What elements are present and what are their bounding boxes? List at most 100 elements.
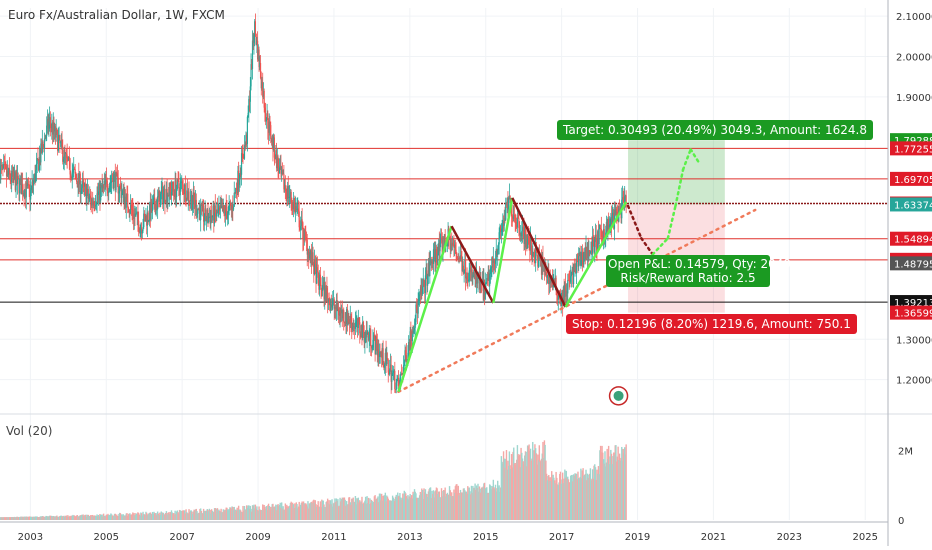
volume-bar: [78, 516, 80, 520]
volume-bar: [245, 505, 248, 520]
volume-bar: [161, 512, 163, 520]
candle-body: [521, 226, 524, 231]
volume-bar: [355, 504, 357, 520]
candle-body: [56, 129, 58, 132]
candle-body: [4, 164, 6, 166]
volume-bar: [318, 506, 321, 520]
candle-body: [318, 277, 320, 290]
volume-bar: [35, 516, 38, 520]
candle-body: [85, 186, 87, 204]
candle-body: [299, 227, 301, 230]
volume-bar: [607, 445, 610, 520]
volume-bar: [38, 516, 41, 520]
volume-bar: [237, 505, 240, 520]
candle-body: [310, 250, 312, 255]
volume-bar: [100, 514, 102, 520]
candle-body: [29, 188, 31, 200]
candle-body: [589, 250, 591, 254]
volume-bar: [464, 491, 467, 520]
candle-body: [102, 184, 104, 189]
price-badge: [890, 256, 932, 271]
candle-body: [160, 192, 162, 195]
volume-bar: [525, 451, 527, 520]
candle-body: [313, 266, 315, 275]
volume-bar: [240, 511, 243, 520]
volume-bar: [599, 445, 602, 520]
candle-body: [392, 372, 394, 374]
volume-bar: [364, 496, 367, 520]
volume-bar: [322, 500, 324, 520]
candle-body: [223, 205, 225, 210]
volume-bar: [280, 507, 282, 520]
candle-body: [15, 172, 17, 191]
volume-bar: [215, 511, 217, 520]
candle-body: [264, 107, 266, 114]
volume-bar: [93, 515, 95, 520]
candle-body: [203, 219, 205, 222]
candle-body: [216, 209, 219, 213]
volume-bar: [400, 499, 403, 520]
volume-bar: [392, 497, 395, 520]
volume-bar: [515, 465, 517, 520]
candle-body: [286, 191, 288, 199]
volume-bar: [75, 516, 77, 520]
volume-bar: [10, 517, 12, 520]
candle-body: [171, 182, 173, 192]
volume-bar: [286, 508, 289, 520]
volume-bar: [397, 496, 400, 520]
volume-bar: [366, 496, 368, 520]
candle-body: [40, 143, 42, 163]
volume-bar: [73, 515, 76, 520]
volume-bar: [426, 494, 428, 520]
volume-bar: [52, 515, 54, 520]
candle-body: [100, 187, 102, 201]
candle-body: [333, 299, 335, 309]
candle-body: [237, 170, 239, 193]
volume-bar: [3, 517, 6, 520]
volume-bar: [289, 505, 291, 520]
candle-body: [232, 205, 234, 210]
volume-bar: [179, 510, 181, 520]
candle-body: [302, 239, 305, 241]
volume-bar: [486, 493, 489, 520]
candle-body: [167, 195, 170, 196]
volume-bar: [109, 514, 111, 520]
candle-body: [614, 209, 616, 216]
candle-body: [193, 192, 195, 201]
volume-bar: [83, 515, 85, 520]
volume-bar: [316, 506, 318, 520]
candle-body: [539, 257, 541, 259]
candle-body: [94, 205, 96, 207]
volume-bar: [441, 496, 443, 520]
volume-bar: [510, 469, 512, 520]
volume-bar: [143, 513, 145, 520]
volume-bar: [546, 480, 549, 520]
candle-body: [591, 241, 593, 254]
volume-bar: [507, 460, 509, 520]
volume-bar: [401, 497, 403, 520]
volume-bar: [278, 506, 280, 520]
candle-body: [291, 202, 293, 204]
volume-bar: [91, 516, 93, 520]
volume-bar: [48, 515, 51, 520]
candle-body: [238, 170, 240, 185]
volume-bar: [616, 456, 619, 520]
candle-body: [62, 159, 65, 162]
volume-bar: [365, 503, 368, 520]
candle-body: [258, 49, 260, 68]
candle-body: [267, 128, 270, 133]
candle-body: [116, 173, 119, 178]
price-badge-label: 1.77255: [894, 144, 932, 155]
pattern-line-3: [511, 197, 567, 308]
volume-bar: [170, 510, 173, 520]
volume-bar: [20, 516, 22, 520]
candle-body: [508, 199, 510, 209]
candle-body: [394, 371, 396, 390]
volume-bar: [418, 495, 421, 520]
candle-body: [58, 134, 60, 139]
volume-bar: [359, 503, 362, 520]
volume-bar: [216, 508, 219, 520]
candle-body: [584, 252, 586, 259]
volume-bar: [71, 515, 73, 520]
